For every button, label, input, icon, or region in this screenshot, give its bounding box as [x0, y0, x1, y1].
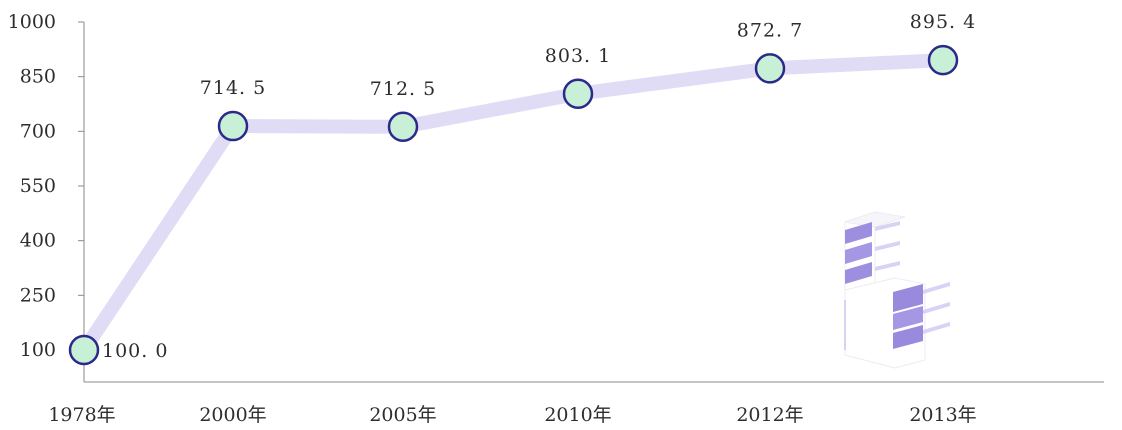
- data-value-label: 803. 1: [545, 45, 611, 67]
- x-tick-label: 2013年: [909, 404, 976, 426]
- data-point-marker: [927, 44, 959, 76]
- y-tick-label: 700: [20, 120, 56, 142]
- data-value-label: 714. 5: [200, 77, 266, 99]
- x-tick-label: 1978年: [48, 404, 115, 426]
- y-tick-label: 400: [20, 230, 56, 252]
- y-tick-label: 250: [20, 284, 56, 306]
- y-tick-label: 100: [20, 339, 56, 361]
- decorative-blocks-graphic: [844, 211, 950, 369]
- data-value-label: 872. 7: [737, 19, 803, 41]
- data-value-label: 712. 5: [370, 78, 436, 100]
- data-point-marker: [562, 78, 594, 110]
- data-point-marker: [387, 111, 419, 143]
- data-value-label: 895. 4: [910, 11, 976, 33]
- data-point-marker: [217, 110, 249, 142]
- series-line: [77, 53, 950, 357]
- series-layer: 100. 0 714. 5 712. 5 803. 1 872. 7 895. 4: [68, 11, 976, 366]
- x-tick-label: 2005年: [369, 404, 436, 426]
- x-tick-label: 2010年: [544, 404, 611, 426]
- y-tick-label: 1000: [8, 11, 56, 33]
- x-tick-label: 2012年: [736, 404, 803, 426]
- data-point-marker: [68, 334, 100, 366]
- axis-layer: 100 250 400 550 700 850 1000 1978年 2000年 2005年 201…: [8, 11, 1104, 426]
- y-tick-label: 550: [20, 175, 56, 197]
- data-value-label: 100. 0: [102, 340, 168, 362]
- data-point-marker: [754, 53, 786, 84]
- x-tick-label: 2000年: [199, 404, 266, 426]
- y-tick-label: 850: [20, 66, 56, 88]
